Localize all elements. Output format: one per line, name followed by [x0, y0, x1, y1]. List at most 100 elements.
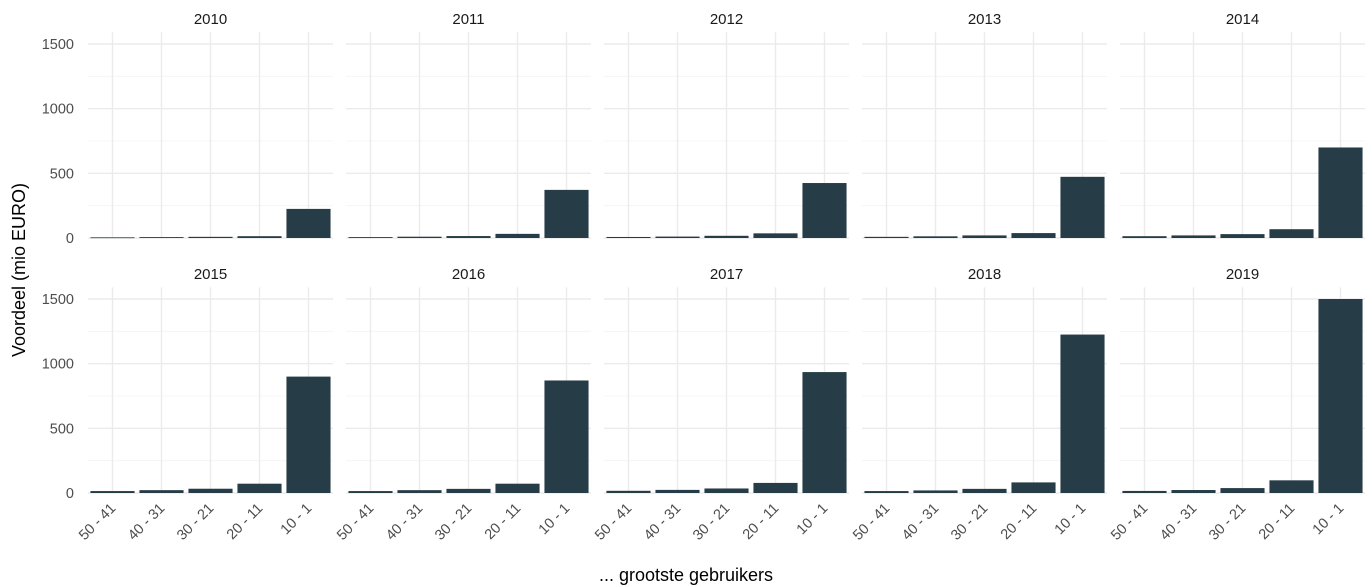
x-tick-label: 10 - 1 — [794, 501, 832, 539]
y-tick-label: 0 — [66, 486, 74, 502]
bar-2010-1 — [90, 237, 135, 239]
panel-2013: 2013 — [862, 11, 1107, 239]
x-tick-label: 40 - 31 — [641, 501, 684, 544]
bar-2015-4 — [237, 483, 282, 493]
facet-title: 2010 — [194, 11, 227, 28]
x-tick-label: 40 - 31 — [899, 501, 942, 544]
y-tick-label: 0 — [66, 231, 74, 247]
bar-2011-1 — [348, 237, 393, 238]
panel-2016: 2016 — [346, 266, 591, 494]
y-axis-title: Voordeel (mio EURO) — [9, 183, 29, 357]
bar-2015-1 — [90, 491, 135, 493]
x-tick-label: 30 - 21 — [1206, 501, 1249, 544]
bar-2019-3 — [1220, 488, 1265, 493]
bar-2019-5 — [1318, 299, 1363, 493]
x-tick-label: 40 - 31 — [125, 501, 168, 544]
y-tick-label: 1500 — [42, 37, 74, 53]
x-tick-label: 10 - 1 — [278, 501, 316, 539]
facet-title: 2016 — [452, 266, 485, 283]
bar-2015-2 — [139, 490, 184, 493]
panel-2019: 2019 — [1120, 266, 1365, 494]
x-tick-label: 20 - 11 — [740, 501, 782, 543]
bar-2014-5 — [1318, 147, 1363, 238]
bar-2011-4 — [495, 233, 540, 238]
facet-title: 2012 — [710, 11, 743, 28]
bar-2015-3 — [188, 488, 233, 493]
x-tick-label: 30 - 21 — [432, 501, 475, 544]
bar-2013-5 — [1060, 176, 1105, 238]
bar-2016-5 — [544, 380, 589, 493]
x-tick-label: 50 - 41 — [76, 501, 119, 544]
panel-2011: 2011 — [346, 11, 591, 239]
panel-2014: 2014 — [1120, 11, 1365, 239]
bar-2012-3 — [704, 235, 749, 238]
bar-2013-4 — [1011, 233, 1056, 238]
bar-2012-5 — [802, 183, 847, 238]
panel-2010: 2010 — [88, 11, 333, 239]
bar-2017-3 — [704, 488, 749, 493]
x-tick-label: 30 - 21 — [174, 501, 217, 544]
x-tick-label: 10 - 1 — [536, 501, 574, 539]
bar-2013-1 — [864, 236, 909, 238]
x-tick-label: 10 - 1 — [1052, 501, 1090, 539]
x-tick-label: 20 - 11 — [482, 501, 524, 543]
bar-2012-4 — [753, 233, 798, 238]
bar-2014-1 — [1122, 236, 1167, 238]
bar-2010-5 — [286, 208, 331, 238]
bar-2016-4 — [495, 483, 540, 493]
bar-2012-2 — [655, 236, 700, 238]
panel-2018: 2018 — [862, 266, 1107, 494]
bar-2010-2 — [139, 237, 184, 238]
x-tick-label: 50 - 41 — [592, 501, 635, 544]
bar-2014-2 — [1171, 235, 1216, 238]
x-tick-label: 50 - 41 — [850, 501, 893, 544]
bar-2018-1 — [864, 491, 909, 493]
facet-title: 2013 — [968, 11, 1001, 28]
bar-2019-4 — [1269, 480, 1314, 493]
x-tick-label: 50 - 41 — [334, 501, 377, 544]
bar-2017-1 — [606, 490, 651, 493]
bar-2011-3 — [446, 236, 491, 238]
x-tick-label: 40 - 31 — [383, 501, 426, 544]
facet-title: 2019 — [1226, 266, 1259, 283]
panel-2015: 2015 — [88, 266, 333, 494]
bar-2013-3 — [962, 235, 1007, 238]
y-tick-label: 1500 — [42, 292, 74, 308]
x-tick-label: 40 - 31 — [1157, 501, 1200, 544]
x-tick-label: 30 - 21 — [690, 501, 733, 544]
panel-2012: 2012 — [604, 11, 849, 239]
y-tick-label: 1000 — [42, 102, 74, 118]
bar-2010-3 — [188, 236, 233, 238]
facet-title: 2014 — [1226, 11, 1259, 28]
bar-2018-2 — [913, 490, 958, 493]
bar-2016-1 — [348, 491, 393, 493]
bar-2018-3 — [962, 488, 1007, 493]
y-tick-label: 1000 — [42, 357, 74, 373]
bar-2018-5 — [1060, 334, 1105, 493]
bar-2011-5 — [544, 189, 589, 238]
x-tick-label: 20 - 11 — [224, 501, 266, 543]
facet-title: 2017 — [710, 266, 743, 283]
x-tick-label: 10 - 1 — [1310, 501, 1348, 539]
bar-2010-4 — [237, 236, 282, 238]
bar-2017-2 — [655, 489, 700, 493]
bar-2011-2 — [397, 236, 442, 238]
bar-2013-2 — [913, 236, 958, 238]
bar-2014-3 — [1220, 234, 1265, 238]
bar-2017-5 — [802, 372, 847, 493]
bar-2016-2 — [397, 490, 442, 493]
panel-2017: 2017 — [604, 266, 849, 494]
bar-2012-1 — [606, 236, 651, 238]
x-tick-label: 30 - 21 — [948, 501, 991, 544]
facet-title: 2015 — [194, 266, 227, 283]
bar-2019-1 — [1122, 490, 1167, 493]
x-tick-label: 50 - 41 — [1108, 501, 1151, 544]
bar-2018-4 — [1011, 482, 1056, 493]
bar-2016-3 — [446, 488, 491, 493]
x-tick-label: 20 - 11 — [998, 501, 1040, 543]
facet-title: 2018 — [968, 266, 1001, 283]
facet-title: 2011 — [452, 11, 484, 28]
bar-2019-2 — [1171, 490, 1216, 493]
bar-2014-4 — [1269, 229, 1314, 238]
